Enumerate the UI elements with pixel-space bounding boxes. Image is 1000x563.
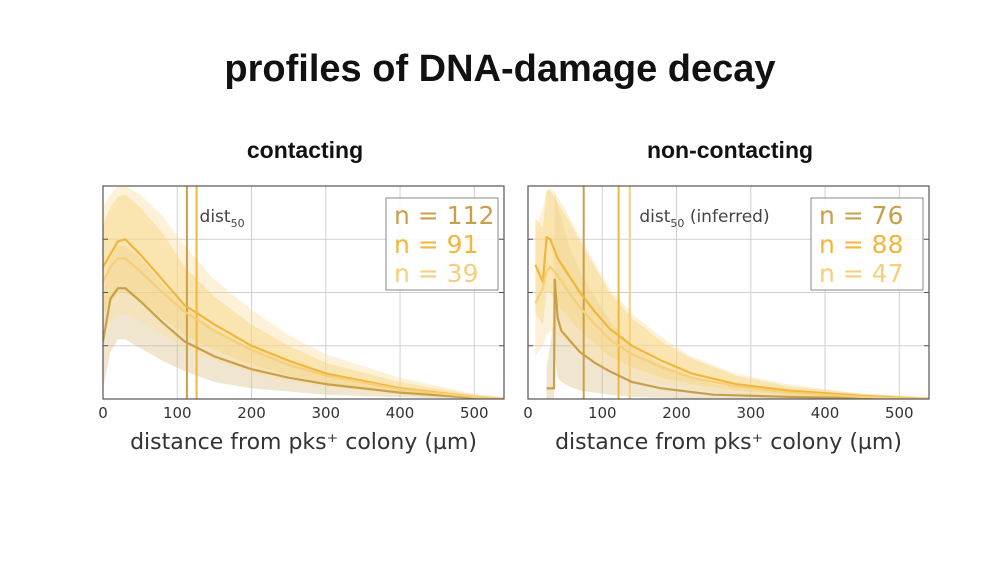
series-line-0: [103, 287, 504, 399]
main-title: profiles of DNA-damage decay: [224, 48, 776, 90]
legend-entry-1: n = 91: [394, 230, 479, 259]
dist50-annotation: dist50: [200, 207, 245, 230]
series-line-1: [534, 236, 929, 399]
legend-box: [810, 197, 924, 291]
chart-panel-0: 0 100 200 300 400 500 distance from pks⁺ colon…: [98, 185, 505, 455]
legend-box: [385, 197, 499, 291]
confidence-band-1: [103, 194, 504, 399]
series-line-2: [534, 265, 929, 399]
x-axis-label: distance from pks⁺ colony (µm): [555, 430, 902, 455]
legend-entry-2: n = 39: [394, 259, 479, 288]
legend-entry-0: n = 76: [819, 201, 904, 230]
x-axis-label: distance from pks⁺ colony (µm): [130, 430, 477, 455]
x-tick-label: 0: [98, 404, 108, 422]
confidence-band-0: [546, 190, 929, 399]
series-line-2: [103, 257, 504, 399]
series-line-1: [103, 238, 504, 399]
confidence-band-0: [103, 245, 504, 399]
x-tick-label: 400: [811, 404, 840, 422]
chart-panel-1: 0 100 200 300 400 500 distance from pks⁺ colon…: [523, 185, 930, 455]
plot-area: [534, 186, 929, 399]
x-tick-label: 200: [662, 404, 691, 422]
legend-entry-0: n = 112: [394, 201, 494, 230]
x-tick-label: 500: [885, 404, 914, 422]
x-tick-label: 100: [588, 404, 617, 422]
panel-title-non-contacting: non-contacting: [646, 137, 814, 163]
plot-area: [103, 186, 504, 399]
dist50-annotation: dist50 (inferred): [639, 207, 769, 230]
series-line-0: [546, 278, 929, 399]
legend-entry-2: n = 47: [819, 259, 904, 288]
legend-entry-1: n = 88: [819, 230, 904, 259]
x-tick-label: 100: [163, 404, 192, 422]
x-tick-label: 0: [523, 404, 533, 422]
x-tick-label: 200: [237, 404, 266, 422]
confidence-band-2: [103, 186, 504, 399]
x-tick-label: 300: [736, 404, 765, 422]
x-tick-label: 400: [386, 404, 415, 422]
panel-title-contacting: contacting: [246, 137, 364, 163]
x-tick-label: 300: [311, 404, 340, 422]
x-tick-label: 500: [460, 404, 489, 422]
